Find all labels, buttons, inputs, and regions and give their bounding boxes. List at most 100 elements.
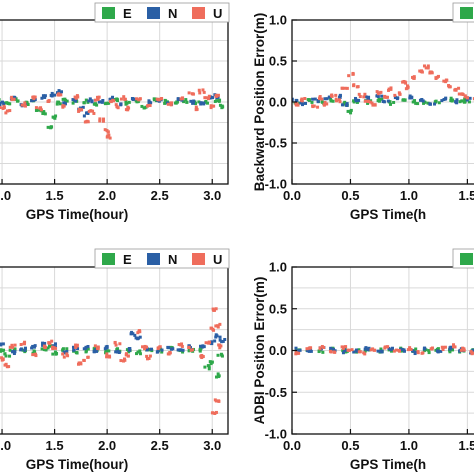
data-point-U [452,343,456,347]
data-point-U [457,92,461,96]
data-point-N [65,350,69,354]
data-point-N [295,99,299,103]
data-point-E [124,100,128,104]
data-point-N [323,97,327,101]
data-point-U [92,111,96,115]
data-point-U [126,354,130,358]
data-point-N [309,348,313,352]
data-point-U [115,104,119,108]
data-point-E [8,348,12,352]
data-point-E [0,98,1,102]
data-point-E [6,102,10,106]
series-U [294,64,474,109]
data-point-U [12,97,16,101]
data-point-E [65,99,69,103]
data-point-N [93,348,97,352]
data-point-U [8,109,12,113]
data-point-E [307,98,311,102]
data-point-U [34,354,38,358]
data-point-E [160,350,164,354]
data-point-N [0,343,3,347]
legend-box [94,248,230,269]
data-point-N [179,348,183,352]
data-point-N [181,348,185,352]
data-point-U [328,349,332,353]
data-point-U [398,92,402,96]
data-point-U [465,96,469,100]
data-point-U [31,353,35,357]
data-point-N [100,100,104,104]
data-point-U [344,345,348,349]
data-point-N [329,346,333,350]
data-point-E [460,99,464,103]
y-tick-label: 1.0 [269,260,287,275]
data-point-E [3,101,7,105]
data-point-N [30,99,34,103]
data-point-U [436,74,440,78]
data-point-E [449,98,453,102]
data-point-N [82,114,86,118]
data-point-N [387,346,391,350]
panel-bottom-left: 1.0 1.5 2.0 2.5 3.0 GPS Time(hour) E N U [0,248,230,472]
data-point-N [105,346,109,350]
data-point-N [86,344,90,348]
data-point-E [346,109,350,113]
data-point-N [465,98,469,102]
data-point-U [107,133,111,137]
data-point-U [202,90,206,94]
data-point-U [209,106,213,110]
data-point-E [217,374,221,378]
data-point-U [371,103,375,107]
data-point-N [223,337,227,341]
x-tick-label: 0.0 [283,188,301,203]
series-U [0,88,220,140]
data-point-U [2,104,6,108]
data-point-U [112,99,116,103]
data-point-N [192,99,196,103]
data-point-U [375,90,379,94]
data-point-U [66,354,70,358]
data-point-N [367,95,371,99]
data-point-N [298,348,302,352]
y-tick-label: 0.5 [269,54,287,69]
data-point-E [184,98,188,102]
legend [452,2,474,23]
data-point-N [376,349,380,353]
data-point-N [309,349,313,353]
data-point-N [72,348,76,352]
data-point-E [34,108,38,112]
data-point-U [123,358,127,362]
data-point-U [376,92,380,96]
data-point-N [313,97,317,101]
data-point-U [212,104,216,108]
data-point-N [150,347,154,351]
data-point-U [447,84,451,88]
data-point-U [105,355,109,359]
data-point-E [136,100,140,104]
data-point-E [366,101,370,105]
data-point-N [471,348,474,352]
data-point-E [380,97,384,101]
data-point-E [458,100,462,104]
data-point-N [156,350,160,354]
data-point-E [53,350,57,354]
data-point-N [345,102,349,106]
data-point-U [214,399,218,403]
data-point-E [197,100,201,104]
data-point-U [335,99,339,103]
data-point-U [318,347,322,351]
data-point-E [349,108,353,112]
data-point-U [420,70,424,74]
data-point-E [427,351,431,355]
data-point-E [187,347,191,351]
data-point-U [199,354,203,358]
data-point-U [209,326,213,330]
data-point-E [216,372,220,376]
data-point-E [51,115,55,119]
data-point-N [176,348,180,352]
data-point-E [55,102,59,106]
x-tick-label: 3.0 [203,188,221,203]
data-point-E [134,99,138,103]
data-point-U [386,345,390,349]
